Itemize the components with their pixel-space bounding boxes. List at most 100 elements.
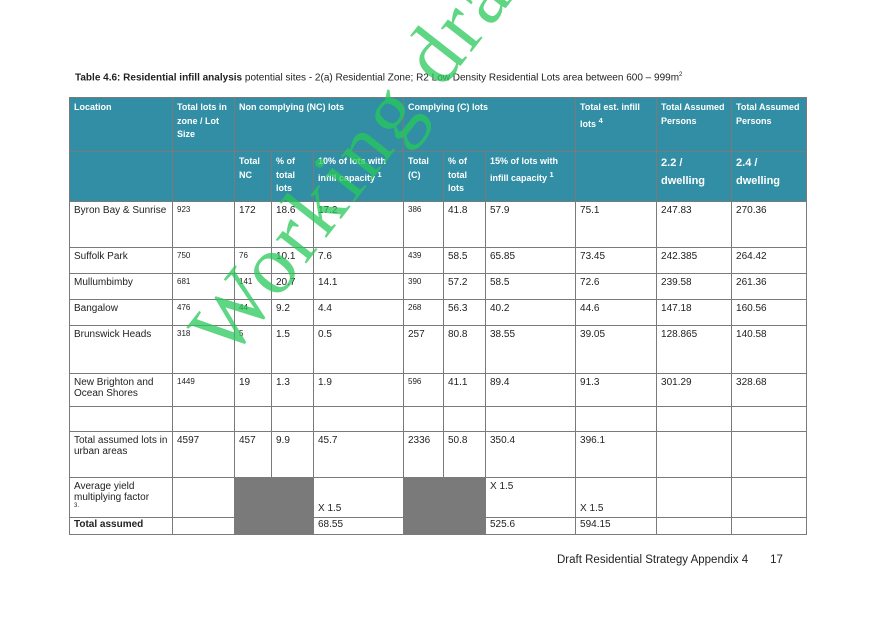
gray-cell [443,477,486,518]
cell-nc: 44 [234,299,272,326]
header-c-infill-note: 1 [549,169,554,179]
cell-location: Byron Bay & Sunrise [69,201,173,248]
final-total-row: Total assumed 68.55 525.6 594.15 [69,517,808,535]
cell-nc-infill: 7.6 [313,247,404,274]
cell-location: New Brighton and Ocean Shores [69,373,173,407]
caption-sup: 2 [679,72,683,78]
cell-pct-nc: 10.1 [271,247,314,274]
cell-persons-b: 160.56 [731,299,808,326]
cell-pct-c: 56.3 [443,299,486,326]
header-nc-infill-note: 1 [377,169,382,179]
header-rate-a: 2.2 / dwelling [656,151,733,202]
header-c-infill-text: 15% of lots with infill capacity [490,156,559,183]
cell-nc-infill: 1.9 [313,373,404,407]
cell-c-infill: 57.9 [484,201,577,248]
cell-infill: 75.1 [575,201,658,248]
cell-lots: 681 [172,273,235,300]
cell-c-infill: 65.85 [484,247,577,274]
header-infill: Total est. infill lots 4 [575,97,658,152]
caption-title: Table 4.6: Residential infill analysis [75,72,243,84]
table-row: Byron Bay & Sunrise 923 172 18.6 17.2 38… [69,201,808,248]
page-number: 17 [770,554,783,566]
header-total-nc: Total NC [234,151,272,202]
cell-lots: 476 [172,299,235,326]
empty-row [69,406,808,432]
cell-location: Total assumed lots in urban areas [69,431,173,478]
cell-c: 2336 [403,431,444,478]
cell-location: Brunswick Heads [69,325,173,374]
header-c-group: Complying (C) lots [402,97,577,152]
cell-infill: 72.6 [575,273,658,300]
cell-nc-infill: X 1.5 [313,477,404,518]
total-lots-row: Total assumed lots in urban areas 4597 4… [69,431,808,478]
cell-c: 268 [403,299,444,326]
cell-c-infill: X 1.5 [484,477,577,518]
yield-note: 3. [74,503,80,509]
table-row: Mullumbimby 681 141 20.7 14.1 390 57.2 5… [69,273,808,300]
gray-cell [403,477,444,518]
header-persons-a: Total Assumed Persons [656,97,733,152]
cell-lots: 923 [172,201,235,248]
table-caption: Table 4.6: Residential infill analysis p… [75,72,682,83]
cell-c: 386 [403,201,444,248]
gray-cell [234,517,272,535]
cell-pct-nc: 9.2 [271,299,314,326]
cell-pct-nc: 1.3 [271,373,314,407]
cell-persons-b: 261.36 [731,273,808,300]
cell-c-infill: 525.6 [484,517,577,535]
cell-lots: 4597 [172,431,235,478]
header-nc-group: Non complying (NC) lots [234,97,404,152]
cell-pct-c: 41.1 [443,373,486,407]
cell-persons-b: 270.36 [731,201,808,248]
cell-c: 439 [403,247,444,274]
header-empty-1 [69,151,173,202]
cell-persons-b: 328.68 [731,373,808,407]
cell-nc-infill: 68.55 [313,517,404,535]
cell-pct-c: 50.8 [443,431,486,478]
cell-persons-a: 242.385 [656,247,733,274]
cell-nc-infill: 4.4 [313,299,404,326]
cell-location: Mullumbimby [69,273,173,300]
table-row: Bangalow 476 44 9.2 4.4 268 56.3 40.2 44… [69,299,808,326]
gray-cell [271,517,314,535]
cell-infill: X 1.5 [575,477,658,518]
cell-pct-c: 58.5 [443,247,486,274]
cell-c-infill: 350.4 [484,431,577,478]
cell-nc: 457 [234,431,272,478]
cell-nc: 19 [234,373,272,407]
cell-location: Total assumed [69,517,173,535]
cell-lots: 318 [172,325,235,374]
header-nc-infill-text: 10% of lots with infill capacity [318,156,387,183]
header-empty-2 [172,151,235,202]
cell-location: Average yield multiplying factor 3. [69,477,173,518]
cell-nc: 141 [234,273,272,300]
cell-nc-infill: 0.5 [313,325,404,374]
header-nc-infill: 10% of lots with infill capacity 1 [313,151,404,202]
header-c-infill: 15% of lots with infill capacity 1 [484,151,577,202]
cell-persons-a: 128.865 [656,325,733,374]
cell-c-infill: 89.4 [484,373,577,407]
cell-nc-infill: 17.2 [313,201,404,248]
cell-persons-a: 301.29 [656,373,733,407]
cell-location: Bangalow [69,299,173,326]
header-pct-nc: % of total lots [271,151,314,202]
header-total-c: Total (C) [403,151,444,202]
cell-nc: 5 [234,325,272,374]
cell-persons-a: 239.58 [656,273,733,300]
header-location: Location [69,97,173,152]
cell-persons-a: 247.83 [656,201,733,248]
cell-pct-nc: 9.9 [271,431,314,478]
cell-nc: 76 [234,247,272,274]
cell-nc-infill: 45.7 [313,431,404,478]
cell-pct-nc: 18.6 [271,201,314,248]
cell-lots: 1449 [172,373,235,407]
table-row: New Brighton and Ocean Shores 1449 19 1.… [69,373,808,407]
cell-infill: 396.1 [575,431,658,478]
cell-infill: 91.3 [575,373,658,407]
cell-nc: 172 [234,201,272,248]
cell-pct-c: 57.2 [443,273,486,300]
yield-label: Average yield multiplying factor [74,481,150,503]
cell-lots: 750 [172,247,235,274]
cell-persons-b: 264.42 [731,247,808,274]
header-row-1: Location Total lots in zone / Lot Size N… [69,97,808,152]
